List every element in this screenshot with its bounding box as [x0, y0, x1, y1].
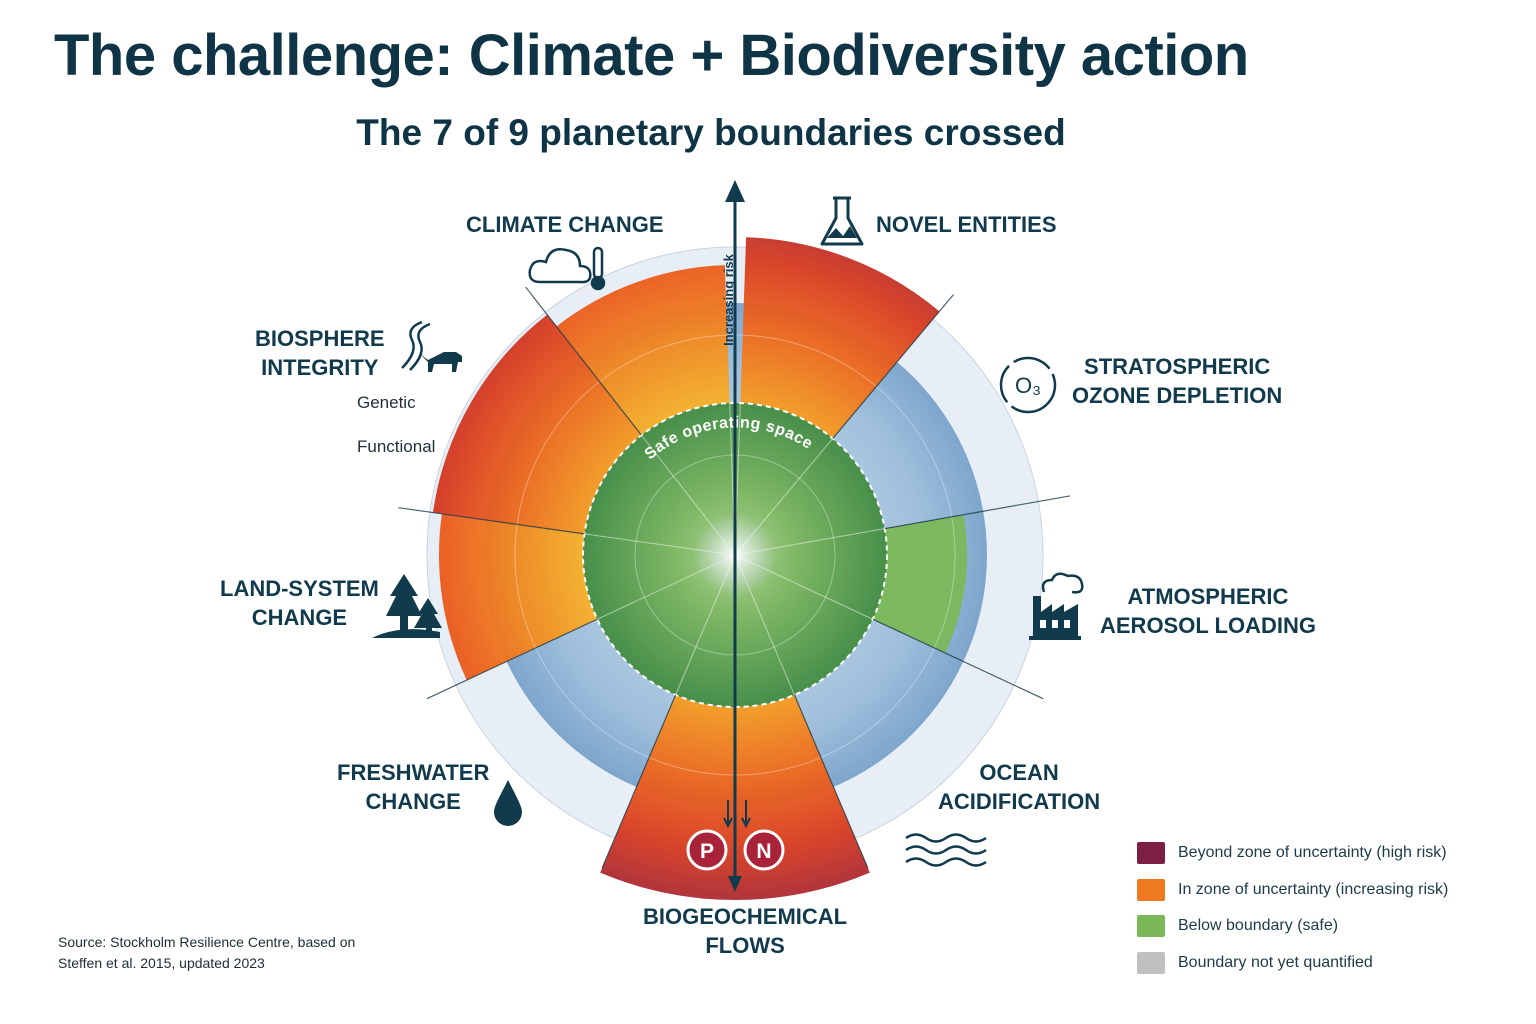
sector-novel-entities — [740, 237, 940, 439]
label-genetic: Genetic — [357, 393, 416, 412]
label-land-system-change: LAND-SYSTEM CHANGE — [220, 576, 379, 630]
trees-icon — [372, 574, 442, 638]
ozone-icon: O₃ — [999, 356, 1057, 414]
label-novel-entities: NOVEL ENTITIES — [876, 212, 1057, 237]
phosphorus-nitrogen-icon: P N — [686, 800, 785, 871]
divider-line — [793, 694, 869, 869]
label-biogeochemical-flows: BIOGEOCHEMICAL FLOWS — [643, 904, 848, 958]
waves-icon — [905, 833, 987, 867]
svg-text:P: P — [700, 840, 714, 863]
label-ocean-acidification: OCEAN ACIDIFICATION — [938, 760, 1101, 814]
divider-line — [872, 618, 1044, 700]
divider-line — [601, 694, 677, 869]
divider-line — [426, 618, 598, 700]
label-ozone-depletion: STRATOSPHERIC OZONE DEPLETION — [1072, 354, 1283, 408]
svg-text:N: N — [756, 840, 771, 863]
sector-land-system — [439, 513, 598, 681]
increasing-risk-axis: Increasing risk — [721, 180, 745, 892]
legend-item: Below boundary (safe) — [1137, 915, 1448, 937]
legend-swatch-safe — [1137, 915, 1165, 937]
svg-text:O₃: O₃ — [1015, 373, 1041, 398]
legend: Beyond zone of uncertainty (high risk) I… — [1137, 842, 1448, 988]
legend-label: Boundary not yet quantified — [1178, 953, 1373, 971]
legend-swatch-uncertain — [1137, 878, 1165, 901]
legend-label: Beyond zone of uncertainty (high risk) — [1178, 844, 1447, 861]
flask-icon — [820, 196, 864, 246]
legend-item: Beyond zone of uncertainty (high risk) — [1137, 842, 1448, 864]
divider-line — [884, 495, 1070, 530]
label-biosphere-integrity: BIOSPHERE INTEGRITY — [255, 326, 385, 380]
label-climate-change: CLIMATE CHANGE — [466, 212, 664, 237]
divider-line — [398, 507, 585, 535]
legend-item: In zone of uncertainty (increasing risk) — [1137, 878, 1449, 901]
legend-label: Below boundary (safe) — [1178, 917, 1339, 934]
sector-aerosol — [872, 514, 968, 654]
factory-icon — [1029, 572, 1084, 640]
axis-label: Increasing risk — [721, 253, 736, 346]
page-title: The challenge: Climate + Biodiversity ac… — [54, 23, 1249, 88]
legend-swatch-unquantified — [1137, 951, 1165, 974]
sector-climate-change — [556, 265, 730, 436]
water-drop-icon — [494, 780, 522, 826]
divider-line — [525, 286, 642, 436]
divider-line — [832, 294, 955, 439]
dna-animal-icon — [401, 320, 462, 372]
legend-label: In zone of uncertainty (increasing risk) — [1178, 880, 1449, 898]
sector-dividers — [398, 286, 1070, 869]
cloud-thermometer-icon — [528, 246, 606, 291]
label-freshwater-change: FRESHWATER CHANGE — [337, 760, 490, 814]
legend-item: Boundary not yet quantified — [1137, 951, 1448, 974]
label-functional: Functional — [357, 437, 436, 456]
legend-swatch-beyond — [1137, 842, 1165, 864]
page-subtitle: The 7 of 9 planetary boundaries crossed — [356, 112, 1066, 153]
source-note: Source: Stockholm Resilience Centre, bas… — [58, 934, 356, 971]
label-aerosol-loading: ATMOSPHERIC AEROSOL LOADING — [1100, 584, 1316, 638]
